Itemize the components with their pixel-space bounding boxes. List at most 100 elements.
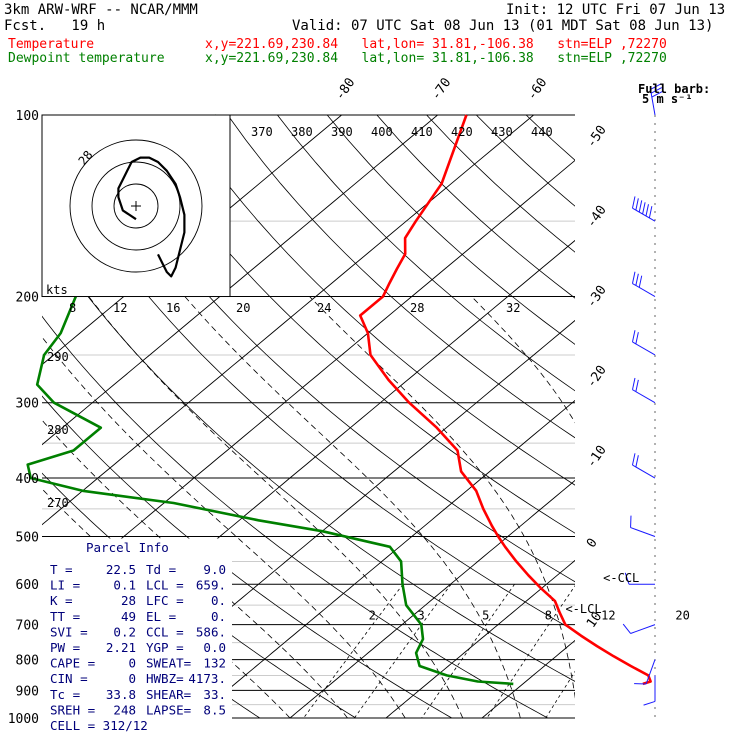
barb-feather <box>635 455 639 468</box>
dry-adiabat <box>476 115 575 207</box>
dry-adiabat <box>277 115 575 392</box>
mixing-ratio-label: 3 <box>418 609 425 623</box>
barb-feather <box>631 330 636 343</box>
isotherm-label: -60 <box>525 75 551 103</box>
pressure-label: 200 <box>16 291 39 306</box>
barb-feather <box>642 202 646 215</box>
theta-e-label: 280 <box>47 423 69 437</box>
mixing-ratio-label: 12 <box>601 609 615 623</box>
barb-feather <box>635 332 639 345</box>
barb-feather <box>624 572 630 585</box>
barb-feather <box>635 379 639 392</box>
dry-adiabat <box>177 115 575 486</box>
parcel-key: LAPSE= <box>146 702 191 717</box>
dry-adiabat <box>227 115 575 439</box>
theta-label: 440 <box>531 125 553 139</box>
wind-barb <box>624 572 655 585</box>
theta-e-label: 270 <box>47 496 69 510</box>
moist-adiabat <box>655 297 706 719</box>
parcel-key: HWBZ= <box>146 671 184 686</box>
full-barb-legend: Full barb: <box>638 82 710 96</box>
barb-feather <box>651 91 663 98</box>
wind-barb <box>631 330 656 356</box>
barb-staff <box>630 624 656 634</box>
isotherm-30 <box>674 115 740 718</box>
theta-label: 430 <box>491 125 513 139</box>
temperature-curve <box>358 114 652 686</box>
wind-barb <box>643 675 656 706</box>
hodograph-ring <box>113 183 159 229</box>
moist-adiabat <box>184 296 521 718</box>
full-barb-value: 5 m s⁻¹ <box>642 92 693 106</box>
isotherm--10 <box>289 479 575 718</box>
wind-barb <box>622 623 656 634</box>
temperature-legend: Temperature <box>8 37 95 52</box>
dry-adiabat <box>42 140 575 632</box>
parcel-key: LI = <box>50 578 80 593</box>
barb-feather <box>622 623 631 634</box>
temperature-location: x,y=221.69,230.84 lat,lon= 31.81,-106.38… <box>205 37 667 52</box>
mixing-ratio-line <box>303 583 404 718</box>
barb-feather <box>638 200 643 213</box>
parcel-value: 586. <box>196 624 226 639</box>
parcel-value: 0. <box>211 609 226 624</box>
isotherm--80 <box>42 115 342 366</box>
pressure-label: 300 <box>16 397 39 412</box>
ccl-marker: <-CCL <box>603 571 639 585</box>
isotherm-20 <box>578 115 740 718</box>
isotherm--70 <box>42 115 438 446</box>
parcel-value: 8.5 <box>203 702 226 717</box>
barb-staff <box>632 207 656 222</box>
barb-staff <box>632 389 656 404</box>
isotherm-label: -20 <box>584 363 610 391</box>
dry-adiabat <box>426 115 575 253</box>
isotherm-label: -10 <box>584 443 610 471</box>
moist-adiabat <box>42 336 406 718</box>
theta-label: 400 <box>371 125 393 139</box>
dewpoint-legend: Dewpoint temperature <box>8 51 165 66</box>
mixing-ratio-line <box>421 583 515 718</box>
mixing-ratio-label: 20 <box>675 609 689 623</box>
mixing-ratio-line <box>486 585 575 718</box>
pressure-label: 900 <box>16 684 39 699</box>
moist-adiabat <box>309 296 575 700</box>
theta-label: 390 <box>331 125 353 139</box>
parcel-value: 0 <box>128 671 136 686</box>
isotherm-label: 10 <box>584 609 605 630</box>
wind-speed-label: 16 <box>166 301 180 315</box>
mixing-ratio-line <box>354 583 452 718</box>
parcel-box-bg <box>42 538 232 736</box>
isotherm-label: -70 <box>429 75 455 103</box>
moist-adiabat <box>42 488 291 718</box>
hodograph-ring <box>69 139 203 273</box>
theta-label: 380 <box>291 125 313 139</box>
pressure-label: 700 <box>16 619 39 634</box>
mixing-ratio-label: 2 <box>369 609 376 623</box>
dry-adiabat <box>675 115 740 718</box>
isotherm--20 <box>193 399 575 718</box>
barb-feather <box>635 198 639 211</box>
model-title: 3km ARW-WRF -- NCAR/MMM <box>4 2 198 18</box>
theta-label: 370 <box>251 125 273 139</box>
barb-feather <box>650 83 662 90</box>
parcel-title: Parcel Info <box>86 540 169 555</box>
mixing-ratio-label: 5 <box>482 609 489 623</box>
parcel-key: TT = <box>50 609 80 624</box>
isotherm-10 <box>481 639 575 718</box>
mixing-ratio-line <box>623 584 704 718</box>
parcel-value: 248 <box>113 702 136 717</box>
parcel-key: SVI = <box>50 624 88 639</box>
pressure-label: 600 <box>16 578 39 593</box>
dry-adiabat <box>626 115 740 718</box>
wind-barb <box>631 196 656 222</box>
parcel-value: 0 <box>128 656 136 671</box>
parcel-value: 2.21 <box>106 640 136 655</box>
moist-adiabat <box>88 296 464 718</box>
barb-feather <box>648 206 653 219</box>
wind-speed-label: 24 <box>317 301 331 315</box>
pressure-label: 100 <box>16 109 39 124</box>
barb-feather <box>643 700 656 706</box>
